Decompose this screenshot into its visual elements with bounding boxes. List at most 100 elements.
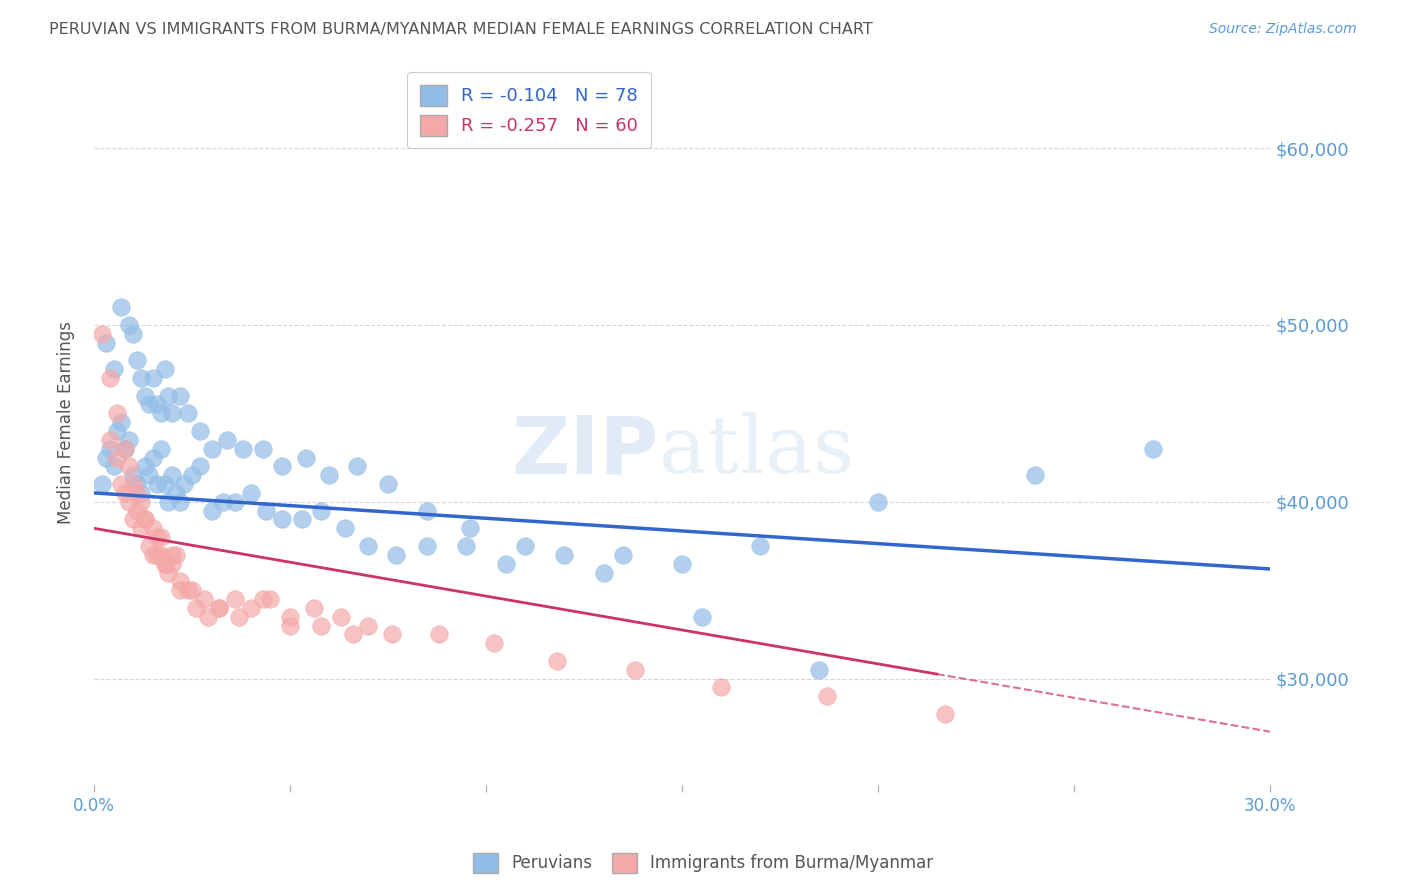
Point: [271, 512, 294, 526]
Point: [118, 459, 141, 474]
Point: [107, 424, 129, 438]
Point: [129, 371, 152, 385]
Text: atlas: atlas: [658, 412, 853, 491]
Point: [145, 397, 167, 411]
Point: [169, 389, 191, 403]
Point: [145, 477, 167, 491]
Point: [259, 592, 281, 607]
Point: [118, 318, 141, 332]
Point: [346, 459, 368, 474]
Point: [129, 495, 152, 509]
Legend: R = -0.104   N = 78, R = -0.257   N = 60: R = -0.104 N = 78, R = -0.257 N = 60: [408, 72, 651, 148]
Point: [162, 468, 184, 483]
Point: [377, 477, 399, 491]
Point: [114, 442, 136, 456]
Point: [381, 627, 404, 641]
Point: [169, 495, 191, 509]
Point: [165, 548, 187, 562]
Point: [107, 450, 129, 465]
Point: [122, 468, 145, 483]
Point: [749, 539, 772, 553]
Point: [495, 557, 517, 571]
Point: [427, 627, 450, 641]
Point: [103, 459, 125, 474]
Point: [224, 495, 246, 509]
Point: [153, 362, 176, 376]
Point: [329, 609, 352, 624]
Point: [208, 600, 231, 615]
Point: [934, 706, 956, 721]
Point: [94, 335, 117, 350]
Point: [169, 574, 191, 589]
Point: [122, 326, 145, 341]
Point: [103, 362, 125, 376]
Point: [145, 548, 167, 562]
Point: [177, 583, 200, 598]
Point: [815, 690, 838, 704]
Point: [169, 583, 191, 598]
Text: ZIP: ZIP: [512, 412, 658, 491]
Point: [385, 548, 408, 562]
Point: [1142, 442, 1164, 456]
Text: Source: ZipAtlas.com: Source: ZipAtlas.com: [1209, 22, 1357, 37]
Point: [624, 663, 647, 677]
Point: [232, 442, 254, 456]
Point: [197, 609, 219, 624]
Point: [224, 592, 246, 607]
Point: [153, 477, 176, 491]
Point: [612, 548, 634, 562]
Point: [98, 433, 121, 447]
Point: [456, 539, 478, 553]
Point: [271, 459, 294, 474]
Point: [592, 566, 614, 580]
Point: [181, 468, 204, 483]
Point: [318, 468, 340, 483]
Point: [357, 539, 380, 553]
Point: [294, 450, 316, 465]
Point: [142, 450, 165, 465]
Point: [122, 512, 145, 526]
Point: [173, 477, 195, 491]
Point: [134, 512, 156, 526]
Point: [90, 477, 112, 491]
Point: [188, 459, 211, 474]
Point: [138, 468, 160, 483]
Point: [153, 557, 176, 571]
Point: [256, 503, 278, 517]
Point: [416, 503, 439, 517]
Point: [129, 521, 152, 535]
Point: [333, 521, 356, 535]
Point: [90, 326, 112, 341]
Point: [868, 495, 890, 509]
Point: [149, 530, 172, 544]
Point: [177, 406, 200, 420]
Point: [181, 583, 204, 598]
Point: [157, 389, 180, 403]
Point: [94, 450, 117, 465]
Point: [125, 503, 148, 517]
Point: [162, 406, 184, 420]
Point: [149, 548, 172, 562]
Point: [193, 592, 215, 607]
Point: [110, 300, 132, 314]
Point: [546, 654, 568, 668]
Point: [416, 539, 439, 553]
Point: [134, 389, 156, 403]
Point: [188, 424, 211, 438]
Y-axis label: Median Female Earnings: Median Female Earnings: [58, 321, 75, 524]
Text: PERUVIAN VS IMMIGRANTS FROM BURMA/MYANMAR MEDIAN FEMALE EARNINGS CORRELATION CHA: PERUVIAN VS IMMIGRANTS FROM BURMA/MYANMA…: [49, 22, 873, 37]
Point: [342, 627, 364, 641]
Point: [291, 512, 314, 526]
Point: [142, 521, 165, 535]
Point: [138, 539, 160, 553]
Point: [134, 459, 156, 474]
Point: [165, 486, 187, 500]
Point: [302, 600, 325, 615]
Point: [208, 600, 231, 615]
Point: [515, 539, 537, 553]
Point: [311, 618, 333, 632]
Point: [162, 557, 184, 571]
Point: [129, 486, 152, 500]
Point: [278, 618, 301, 632]
Point: [118, 495, 141, 509]
